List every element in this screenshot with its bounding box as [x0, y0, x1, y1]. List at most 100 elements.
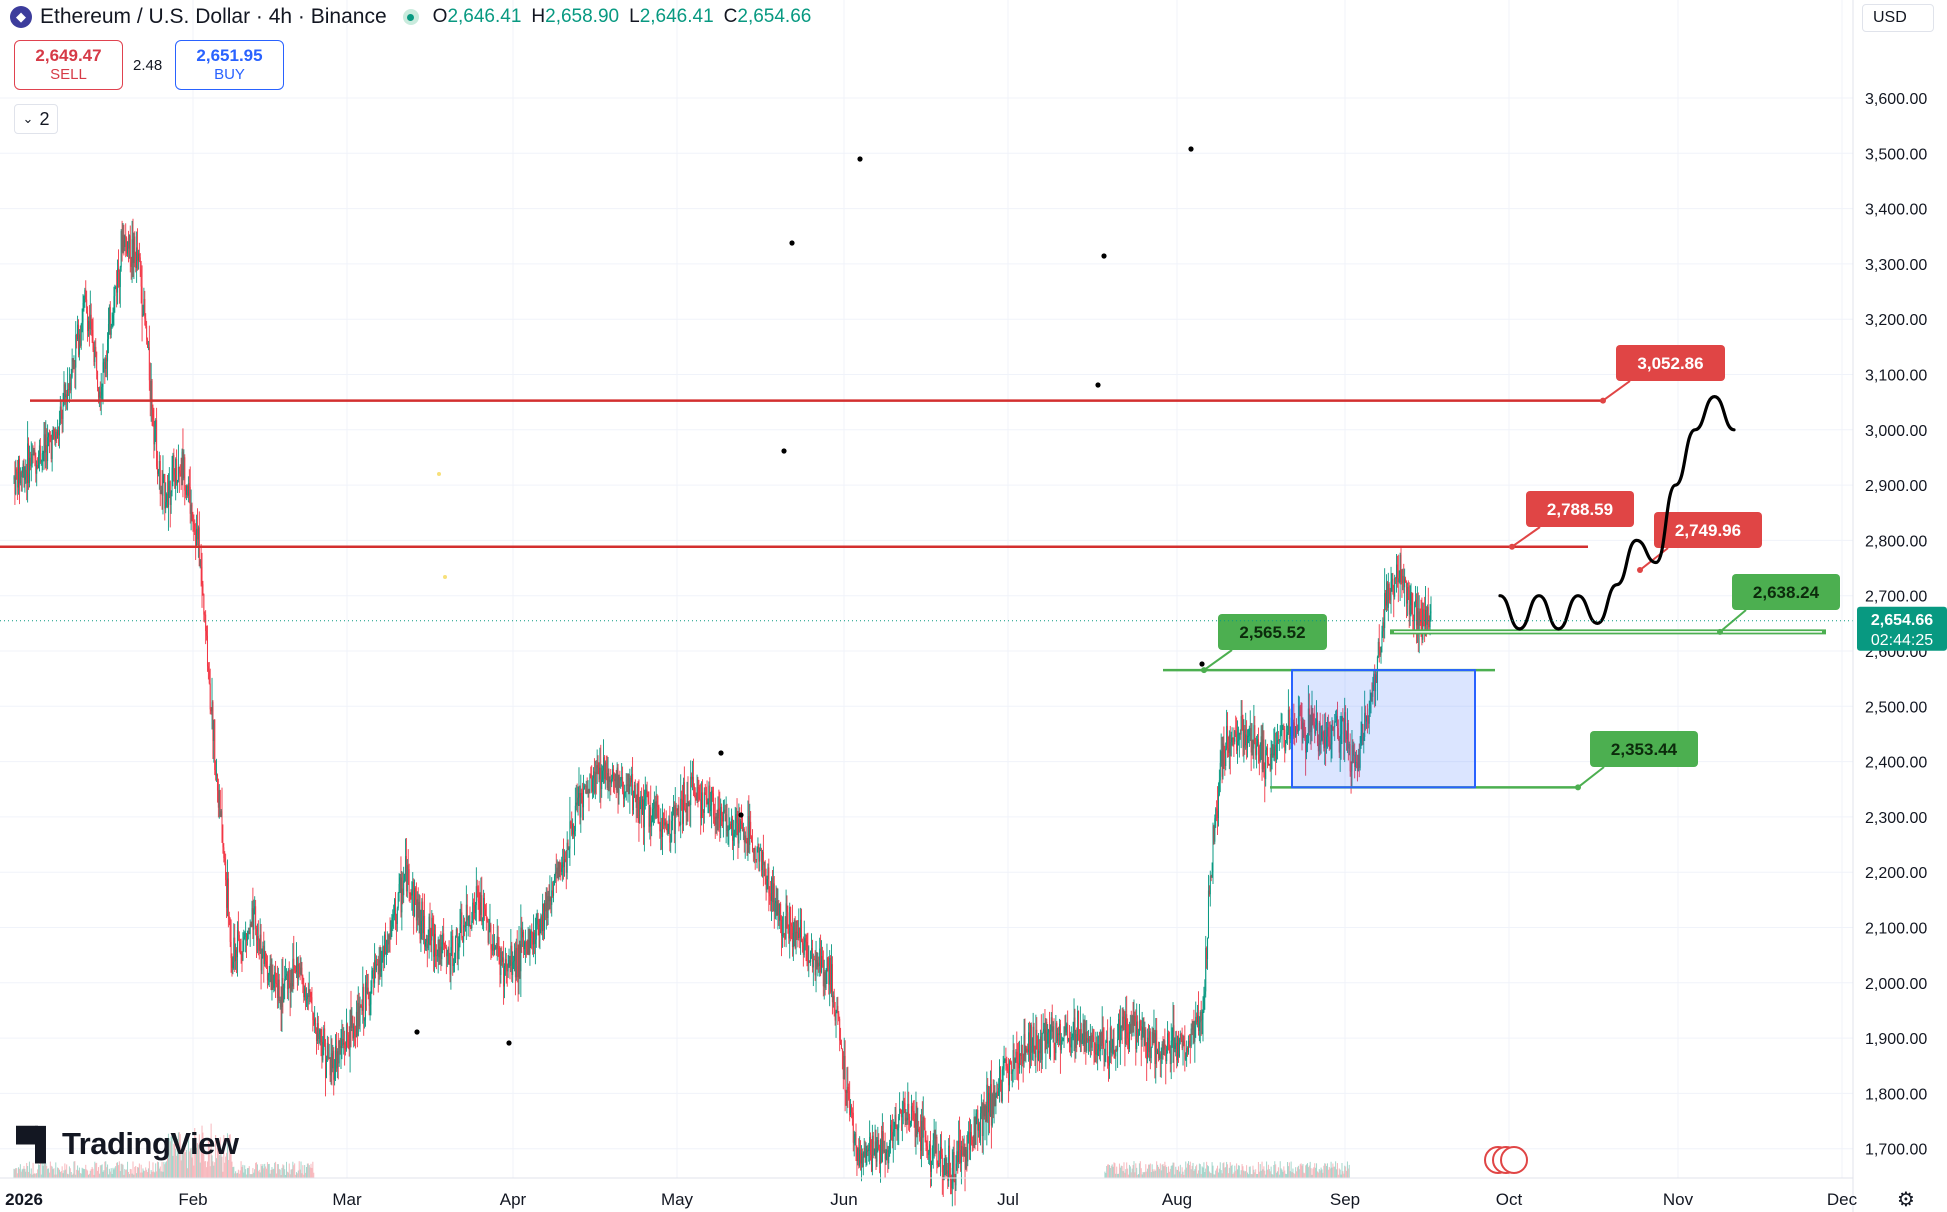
candle-body — [38, 455, 40, 469]
candle — [889, 1139, 891, 1157]
candle — [1237, 720, 1239, 764]
candle-body — [1128, 1038, 1130, 1050]
candle-body — [408, 869, 410, 894]
candle-body — [740, 821, 742, 831]
candle — [473, 898, 475, 925]
volume-bar — [31, 1174, 33, 1178]
candle-body — [382, 946, 384, 959]
volume-bar — [1135, 1163, 1137, 1178]
candle-body — [567, 842, 569, 850]
candle-body — [355, 1035, 357, 1037]
candle-body — [979, 1113, 981, 1141]
candle-body — [464, 925, 466, 928]
candle-body — [1217, 795, 1219, 818]
candle — [622, 766, 624, 795]
candle-body — [223, 847, 225, 859]
candle-body — [732, 837, 734, 841]
candle — [446, 949, 448, 968]
candle-body — [251, 908, 253, 927]
candle — [603, 755, 605, 784]
candle — [881, 1113, 883, 1163]
volume-bar — [119, 1171, 121, 1178]
candle — [969, 1119, 971, 1161]
candle-body — [758, 844, 760, 862]
candle-body — [890, 1124, 892, 1143]
candle — [256, 923, 258, 954]
volume-bar — [1139, 1161, 1141, 1178]
candle-body — [900, 1109, 902, 1118]
candle-body — [167, 494, 169, 508]
candle-body — [566, 842, 568, 873]
candle — [1283, 723, 1285, 748]
candle — [910, 1094, 912, 1127]
candle-body — [1257, 739, 1259, 755]
candle — [590, 766, 592, 779]
candle-body — [831, 964, 832, 992]
candle-body — [431, 917, 433, 941]
candle-body — [669, 819, 671, 843]
candle — [723, 799, 725, 814]
candle — [1130, 1010, 1132, 1041]
candle-body — [1014, 1059, 1016, 1069]
candle-body — [692, 776, 694, 780]
candle — [569, 796, 571, 866]
candle-body — [652, 808, 654, 822]
candle — [702, 779, 704, 819]
candle — [330, 1035, 332, 1085]
volume-bar — [1287, 1166, 1289, 1178]
candle-body — [522, 931, 524, 938]
candle — [813, 955, 815, 961]
candle — [1227, 736, 1229, 758]
candle-body — [1111, 1047, 1113, 1053]
candle-body — [783, 933, 785, 934]
candle — [738, 803, 740, 848]
candle-body — [504, 959, 506, 966]
volume-bar — [81, 1167, 83, 1178]
candle-body — [393, 914, 395, 916]
candle — [188, 469, 190, 504]
volume-bar — [1247, 1174, 1249, 1178]
candle — [602, 765, 604, 783]
candle-body — [907, 1103, 909, 1121]
candle — [1112, 1029, 1114, 1055]
candle — [118, 269, 120, 304]
candle — [344, 1030, 346, 1066]
candle — [474, 892, 476, 920]
volume-bar — [1333, 1166, 1335, 1178]
candle-body — [1301, 721, 1303, 741]
candle — [1145, 1027, 1147, 1059]
candle-body — [788, 927, 790, 939]
candle-body — [643, 799, 645, 828]
candle-body — [1217, 811, 1219, 818]
candle — [1305, 727, 1307, 776]
candle — [127, 230, 129, 263]
candle-body — [349, 1010, 351, 1050]
candle — [1177, 1035, 1179, 1067]
candle-body — [730, 824, 732, 829]
candle — [1090, 1032, 1092, 1056]
candle-body — [1156, 1030, 1158, 1054]
candle — [176, 449, 178, 486]
candle-body — [156, 419, 158, 467]
volume-bar — [1310, 1168, 1312, 1178]
candle — [503, 940, 505, 1005]
candle-body — [373, 970, 375, 984]
volume-bar — [296, 1173, 298, 1178]
candle — [295, 942, 297, 978]
volume-bar — [1211, 1162, 1213, 1178]
volume-bar — [115, 1166, 117, 1178]
candle — [113, 286, 115, 326]
candle — [594, 760, 596, 800]
candle-body — [258, 940, 260, 951]
candle-body — [785, 903, 787, 939]
volume-bar — [1192, 1162, 1194, 1178]
volume-bar — [1144, 1171, 1146, 1178]
candle-body — [287, 970, 289, 990]
volume-bar — [1237, 1165, 1239, 1178]
candle-body — [487, 920, 489, 943]
candle-body — [1236, 734, 1238, 751]
candle — [164, 473, 166, 521]
candle — [884, 1132, 886, 1178]
candle-body — [534, 939, 536, 945]
